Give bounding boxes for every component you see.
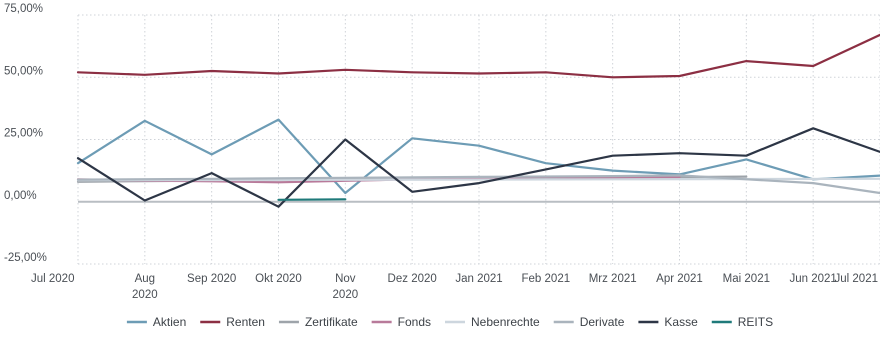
chart-series [76,33,880,208]
x-tick-label: Aug 2020 [132,273,158,301]
y-tick-label: 50,00% [4,65,43,77]
legend-label: Derivate [580,315,625,329]
y-axis: 75,00% 50,00% 25,00% 0,00% -25,00% [4,3,47,264]
y-tick-label: 0,00% [4,190,37,202]
x-axis: Jul 2020 Aug 2020 Sep 2020 Okt 2020 Nov 2020 De… [31,273,878,301]
chart-grid [77,14,880,265]
legend-item-aktien[interactable]: Aktien [126,315,186,329]
legend-label: Zertifikate [305,315,358,329]
legend-item-renten[interactable]: Renten [200,315,265,329]
y-tick-label: 25,00% [4,128,43,140]
y-tick-label: 75,00% [4,3,43,15]
x-tick-label: Jul 2020 [31,273,74,285]
legend-item-kasse[interactable]: Kasse [638,315,698,329]
x-tick-label: Dez 2020 [388,273,437,285]
x-tick-label: Mai 2021 [723,273,770,285]
series-line-reits [277,198,347,201]
x-tick-label: Okt 2020 [255,273,302,285]
legend-item-derivate[interactable]: Derivate [553,315,625,329]
legend-item-reits[interactable]: REITS [711,315,773,329]
x-tick-label: Sep 2020 [187,273,236,285]
x-tick-label: Nov 2020 [333,273,359,301]
series-line-derivate [76,174,880,195]
series-line-kasse [76,127,880,208]
series-line-renten [76,33,880,79]
legend-label: Renten [226,315,265,329]
chart-legend: Aktien Renten Zertifikate Fonds Nebenrechte D… [126,315,773,329]
legend-label: Fonds [398,315,431,329]
x-tick-label: Jun 2021 [790,273,837,285]
x-tick-label: Mrz 2021 [589,273,637,285]
legend-item-nebenrechte[interactable]: Nebenrechte [445,315,540,329]
x-tick-label: Jan 2021 [455,273,502,285]
x-tick-label: Apr 2021 [656,273,703,285]
x-tick-label: Feb 2021 [522,273,571,285]
legend-label: Kasse [664,315,698,329]
y-tick-label: -25,00% [4,252,47,264]
series-line-aktien [76,118,880,195]
legend-item-fonds[interactable]: Fonds [371,315,431,329]
legend-label: REITS [738,315,773,329]
legend-label: Nebenrechte [471,315,540,329]
legend-label: Aktien [153,315,186,329]
legend-item-zertifikate[interactable]: Zertifikate [278,315,358,329]
x-tick-label: Jul 2021 [835,273,878,285]
